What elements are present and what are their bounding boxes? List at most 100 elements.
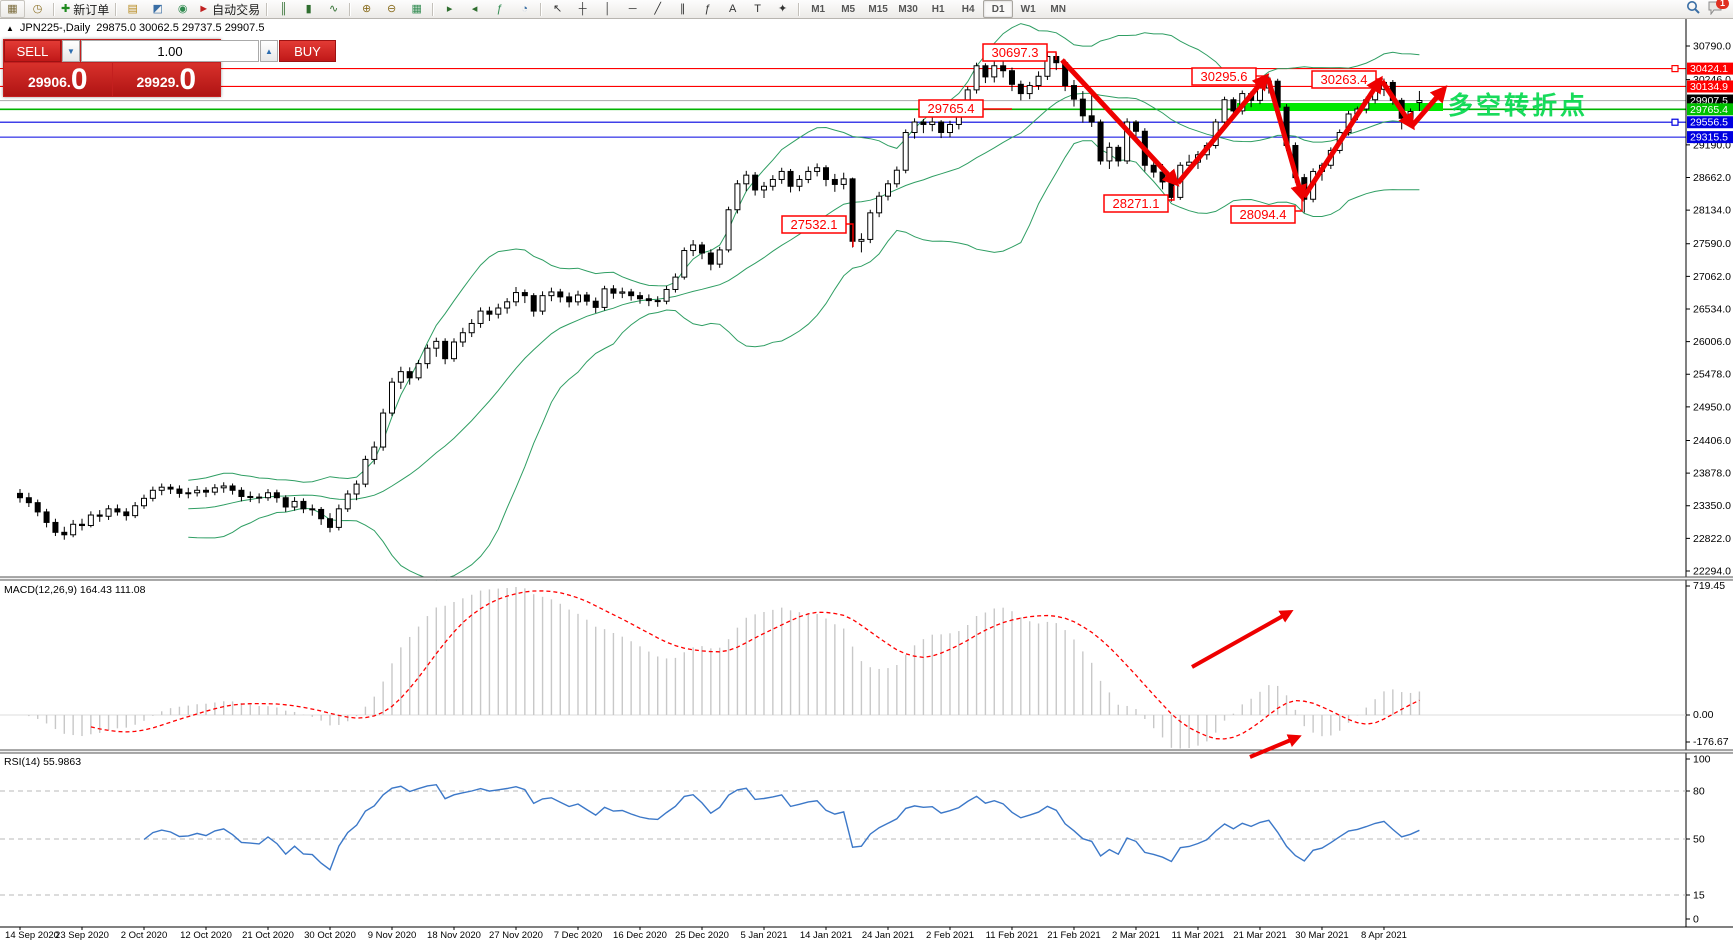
market-watch-button[interactable]: ▤ xyxy=(120,0,145,18)
svg-text:8 Apr 2021: 8 Apr 2021 xyxy=(1361,930,1407,940)
timeframe-m15-button[interactable]: M15 xyxy=(868,3,888,15)
candle xyxy=(442,340,449,360)
timeframe-group: M1 M5 M15 M30 H1 H4 D1 W1 MN xyxy=(803,0,1073,18)
vertical-line-button[interactable]: │ xyxy=(595,0,620,18)
svg-text:23 Sep 2020: 23 Sep 2020 xyxy=(55,930,109,940)
line-chart-mode-button[interactable]: ∿ xyxy=(321,0,346,18)
new-chart-button[interactable]: ▦ xyxy=(0,0,25,18)
candle xyxy=(1168,181,1175,198)
candle xyxy=(743,174,750,185)
auto-scroll-button[interactable]: ▸ xyxy=(437,0,462,18)
timeframe-h1-button[interactable]: H1 xyxy=(931,3,945,15)
chat-icon[interactable]: 1 xyxy=(1707,0,1729,17)
candle xyxy=(592,300,599,308)
svg-text:11 Feb 2021: 11 Feb 2021 xyxy=(986,930,1039,940)
text-label-button[interactable]: T xyxy=(745,0,770,18)
timeframe-m5-button[interactable]: M5 xyxy=(841,3,856,15)
fibonacci-button[interactable]: ƒ xyxy=(695,0,720,18)
timeframe-mn-button[interactable]: MN xyxy=(1050,3,1066,15)
trendline-button[interactable]: ╱ xyxy=(645,0,670,18)
candle xyxy=(78,523,85,527)
candle xyxy=(654,300,661,303)
toolbar-group: ✚ 新订单 xyxy=(58,0,112,18)
candle xyxy=(1221,99,1228,123)
candle xyxy=(512,292,519,303)
equidistant-channel-button[interactable]: ∥ xyxy=(670,0,695,18)
buy-price-display[interactable]: 29929. 0 xyxy=(112,63,220,96)
toolbar-group: ║ ▮ ∿ xyxy=(271,0,346,18)
timeframe-d1-button[interactable]: D1 xyxy=(983,0,1014,18)
periods-button[interactable]: ◔ xyxy=(512,0,537,18)
toolbar-separator xyxy=(432,2,435,16)
volume-input[interactable] xyxy=(81,40,259,62)
candle xyxy=(247,495,254,498)
candle xyxy=(778,170,785,180)
chart-symbol-title: ▲ JPN225-,Daily 29875.0 30062.5 29737.5 … xyxy=(6,22,264,34)
sell-price-main: 29906. xyxy=(27,74,71,90)
candle xyxy=(1230,99,1237,112)
timeframe-m1-button[interactable]: M1 xyxy=(811,3,826,15)
bar-chart-mode-icon: ║ xyxy=(279,2,288,15)
price-annotations[interactable]: 30697.3 29765.4 30295.6 30263.4 28271.1 28094… xyxy=(781,43,1383,247)
candle xyxy=(34,502,41,513)
profiles-button[interactable]: ◷ xyxy=(25,0,50,18)
chart-shift-button[interactable]: ◂ xyxy=(462,0,487,18)
price-axis[interactable]: 30790.030246.029190.028662.028134.027590… xyxy=(1685,18,1733,927)
sell-price-display[interactable]: 29906. 0 xyxy=(4,63,112,96)
svg-text:28662.0: 28662.0 xyxy=(1693,172,1731,184)
new-order-button[interactable]: ✚ 新订单 xyxy=(58,0,112,18)
timeframe-h4-button[interactable]: H4 xyxy=(961,3,975,15)
search-icon[interactable] xyxy=(1686,0,1701,18)
arrows-tool-button[interactable]: ✦ xyxy=(770,0,795,18)
svg-text:22294.0: 22294.0 xyxy=(1693,566,1731,578)
svg-text:29556.5: 29556.5 xyxy=(1690,117,1728,129)
tile-windows-button[interactable]: ▦ xyxy=(404,0,429,18)
toolbar-right: 1 xyxy=(1686,0,1733,18)
candle xyxy=(52,521,59,533)
candle xyxy=(17,492,23,499)
cursor-button[interactable]: ↖ xyxy=(545,0,570,18)
buy-button[interactable]: BUY xyxy=(279,40,336,62)
horizontal-line-button[interactable]: ─ xyxy=(620,0,645,18)
volume-down-button[interactable]: ▼ xyxy=(62,40,80,62)
svg-text:2 Feb 2021: 2 Feb 2021 xyxy=(926,930,974,940)
zoom-in-button[interactable]: ⊕ xyxy=(354,0,379,18)
svg-text:21 Mar 2021: 21 Mar 2021 xyxy=(1233,930,1286,940)
zoom-out-icon: ⊖ xyxy=(387,2,397,15)
timeframe-m30-button[interactable]: M30 xyxy=(898,3,918,15)
zoom-out-button[interactable]: ⊖ xyxy=(379,0,404,18)
svg-text:29765.4: 29765.4 xyxy=(928,101,975,116)
candle xyxy=(796,178,803,187)
candle xyxy=(309,508,316,511)
volume-up-button[interactable]: ▲ xyxy=(260,40,278,62)
navigator-button[interactable]: ◉ xyxy=(170,0,195,18)
timeframe-w1-button[interactable]: W1 xyxy=(1020,3,1036,15)
indicators-button[interactable]: ƒ xyxy=(487,0,512,18)
candle xyxy=(167,486,174,490)
candle xyxy=(672,276,679,290)
collapse-arrow-icon[interactable]: ▲ xyxy=(6,23,14,33)
candlestick-mode-button[interactable]: ▮ xyxy=(296,0,321,18)
toolbar-buttons: ▦ ◷ ✚ 新订单 ▤ ◩ ◉ ► 自动交易 ║ ▮ ∿ ⊕ ⊖ ▦ ▸ ◂ ƒ ◔ ↖ ┼ │ ─ ╱ ∥ ƒ A T ✦ M1 M5 M1… xyxy=(0,0,1073,18)
auto-trading-button[interactable]: ► 自动交易 xyxy=(195,0,263,18)
sell-button[interactable]: SELL xyxy=(4,40,61,62)
crosshair-button[interactable]: ┼ xyxy=(570,0,595,18)
support-highlight-zone[interactable] xyxy=(1237,103,1443,111)
candle xyxy=(858,238,865,242)
macd-signal-line xyxy=(90,590,1420,740)
svg-text:5 Jan 2021: 5 Jan 2021 xyxy=(740,930,787,940)
candle xyxy=(1416,100,1423,104)
candle xyxy=(70,523,77,536)
svg-text:0: 0 xyxy=(1693,914,1699,926)
candle xyxy=(1097,121,1104,162)
text-button[interactable]: A xyxy=(720,0,745,18)
bar-chart-mode-button[interactable]: ║ xyxy=(271,0,296,18)
svg-text:100: 100 xyxy=(1693,754,1711,766)
data-window-button[interactable]: ◩ xyxy=(145,0,170,18)
profiles-icon: ◷ xyxy=(32,2,43,15)
svg-text:29315.5: 29315.5 xyxy=(1690,132,1728,144)
